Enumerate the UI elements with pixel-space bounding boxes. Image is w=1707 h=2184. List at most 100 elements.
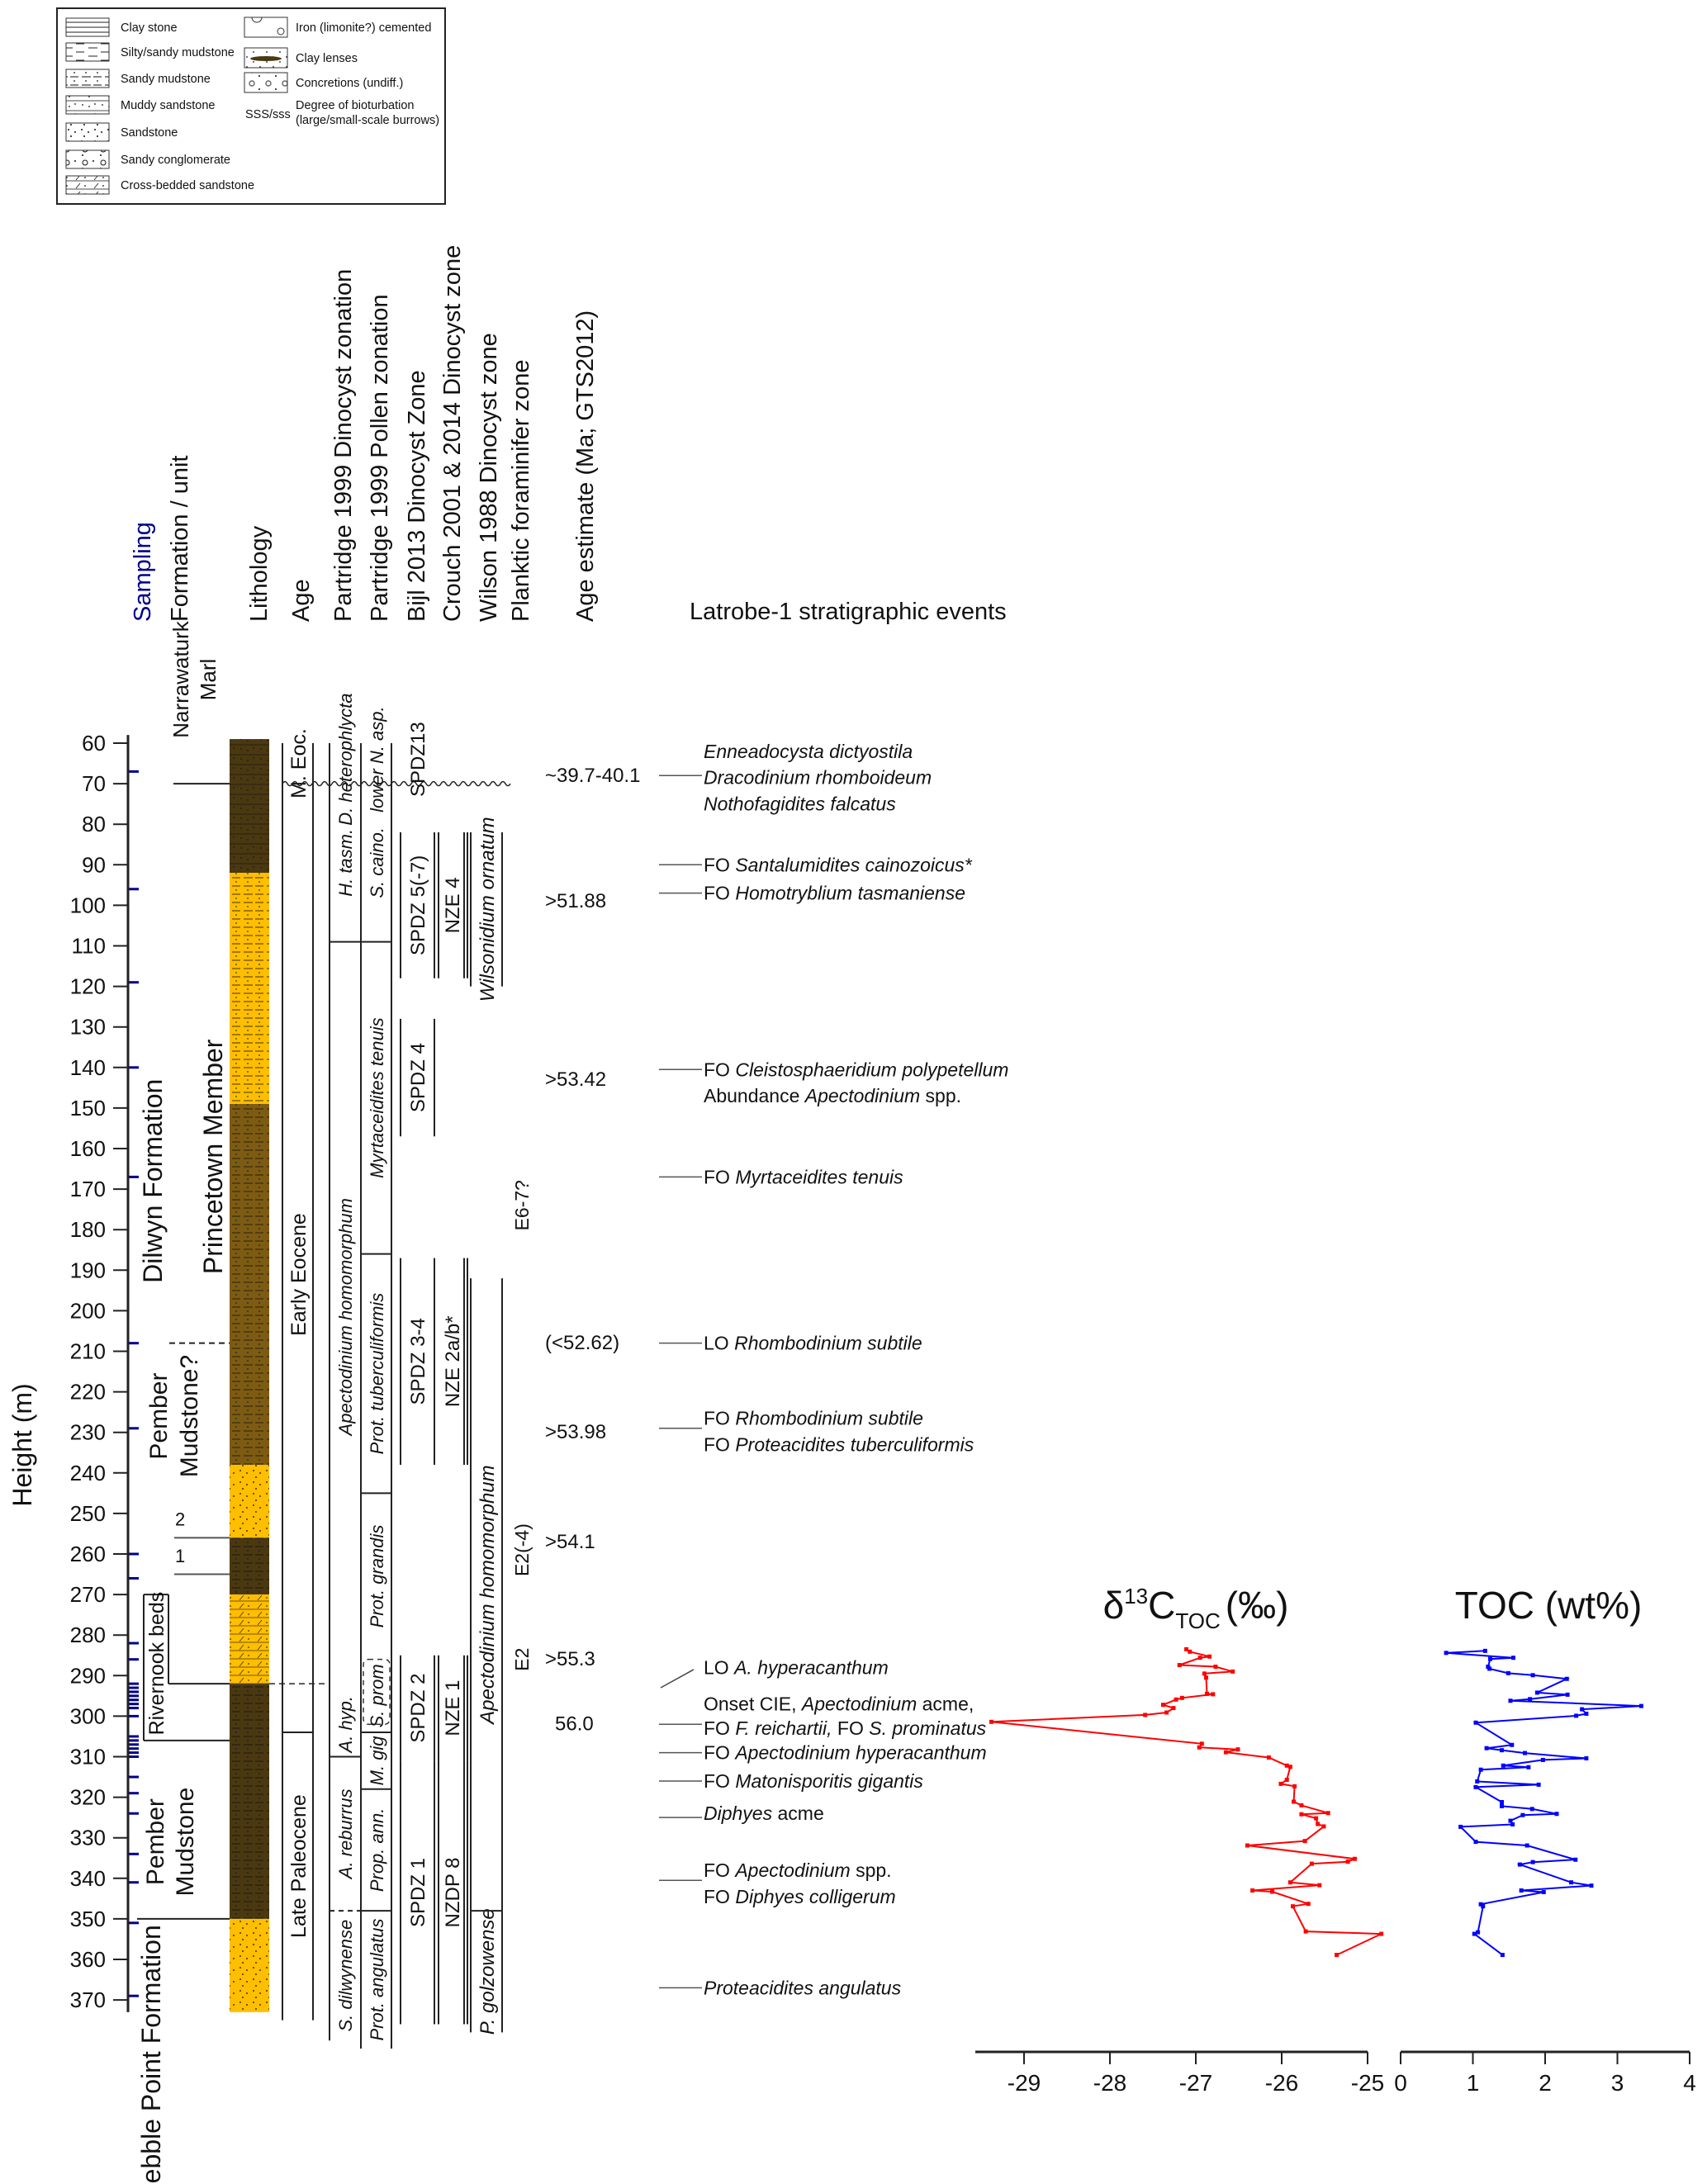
event-leader (660, 1669, 695, 1689)
partridge-pollen-zone: Prot. grandis (367, 1525, 387, 1628)
toc-x-tick-label: 4 (1683, 2070, 1696, 2096)
delta13c-data-point (1202, 1671, 1207, 1676)
toc-data-point (1473, 1720, 1478, 1725)
legend-item: Cross-bedded sandstone (65, 175, 254, 195)
depth-tick-label: 180 (70, 1217, 106, 1242)
depth-tick-label: 160 (70, 1136, 106, 1161)
legend-box (56, 7, 446, 205)
header-partridge-pollen: Partridge 1999 Pollen zonation (367, 294, 393, 622)
delta13c-data-point (1160, 1703, 1165, 1708)
delta13c-data-point (1314, 1816, 1319, 1821)
toc-data-point (1487, 1666, 1492, 1671)
bijl-zone-label: SPDZ 2 (407, 1674, 429, 1743)
toc-data-point (1569, 1880, 1573, 1885)
toc-data-point (1444, 1651, 1449, 1656)
depth-tick-label: 230 (70, 1420, 106, 1445)
delta13c-data-point (1325, 1811, 1330, 1816)
delta13c-data-point (1199, 1741, 1204, 1746)
delta13c-data-point (1266, 1755, 1271, 1760)
age-estimate: (<52.62) (545, 1332, 619, 1354)
toc-data-point (1520, 1812, 1525, 1817)
delta13c-data-point (1211, 1692, 1216, 1697)
event-text-segment: FO (704, 883, 735, 904)
lithology-pattern-sand (230, 1918, 269, 2012)
lithology-pattern-sandymud (230, 1684, 269, 1919)
depth-tick-label: 370 (70, 1987, 106, 2012)
partridge-dino-zone: A. hyp. (335, 1696, 356, 1754)
toc-x-tick-label: 3 (1611, 2070, 1624, 2096)
legend-label: Clay lenses (296, 52, 358, 65)
wilson-zone-label: Apectodinium homomorphum (477, 1465, 499, 1726)
depth-tick-label: 130 (70, 1015, 106, 1040)
legend-label: Sandy mudstone (121, 73, 211, 86)
toc-data-point (1500, 1748, 1504, 1753)
delta13c-data-point (1292, 1799, 1297, 1804)
event-text-segment: A. hyperacanthum (733, 1656, 889, 1678)
stratigraphic-event: Proteacidites angulatus (704, 1977, 902, 1998)
toc-data-point (1584, 1755, 1589, 1760)
delta13c-data-point (1188, 1649, 1193, 1654)
formation-pebble-point: Pebble Point Formation (136, 1925, 166, 2184)
depth-axis-label: Height (m) (7, 1383, 37, 1506)
header-events-title: Latrobe-1 stratigraphic events (690, 599, 1007, 625)
event-text-segment: spp. (851, 1859, 892, 1881)
delta13c-data-point (1352, 1856, 1357, 1861)
delta13c-data-point (1278, 1781, 1283, 1786)
delta13c-title: δ13CTOC (‰) (1103, 1584, 1289, 1633)
event-text-segment: FO (704, 1886, 735, 1907)
event-text-segment: FO (704, 1166, 735, 1187)
stratigraphic-event: FO F. reichartii, FO S. prominatus (704, 1717, 987, 1739)
s-prom-dashed-box (363, 1658, 391, 1725)
delta13c-data-point (1284, 1777, 1289, 1782)
event-text-segment: Apectodinium (804, 1085, 920, 1106)
partridge-dino-zone: D. heterophlycta (335, 694, 356, 826)
stratigraphic-event: FO Matonisporitis gigantis (704, 1770, 923, 1792)
stratigraphic-event: LO A. hyperacanthum (704, 1656, 889, 1678)
depth-tick-label: 360 (70, 1947, 106, 1972)
delta13c-data-point (1143, 1713, 1148, 1717)
lithology-pattern-sandymud (230, 1537, 269, 1595)
event-text-segment: acme, (917, 1694, 974, 1715)
stratigraphic-event: Enneadocysta dictyostila (704, 741, 913, 762)
bijl-zone-label: SPDZ 1 (407, 1858, 429, 1927)
partridge-pollen-zone: lower N. asp. (367, 706, 387, 812)
delta13c-data-point (1303, 1929, 1308, 1934)
toc-data-point (1565, 1692, 1570, 1697)
delta13c-data-point (1270, 1889, 1275, 1894)
legend-label: Iron (limonite?) cemented (296, 21, 431, 35)
toc-data-point (1574, 1713, 1579, 1718)
header-sampling: Sampling (130, 522, 156, 622)
depth-tick-label: 90 (82, 852, 106, 877)
legend-label: (large/small-scale burrows) (296, 114, 439, 127)
delta13c-data-point (1299, 1803, 1304, 1807)
formation-pember-upper: Pember (145, 1373, 173, 1460)
toc-data-point (1478, 1767, 1483, 1772)
formation-marl: Marl (196, 659, 220, 701)
toc-data-point (1580, 1707, 1585, 1712)
toc-data-point (1536, 1782, 1541, 1787)
depth-tick-label: 330 (70, 1826, 106, 1850)
formation-pember-lower: Mudstone (172, 1788, 199, 1897)
age-estimate: >53.42 (545, 1068, 606, 1091)
formation-pember-lower: Pember (142, 1798, 169, 1885)
delta13c-data-point (1287, 1765, 1292, 1769)
delta13c-data-point (1345, 1859, 1350, 1864)
event-text-segment: F. reichartii, (735, 1717, 832, 1739)
partridge-pollen-zone: Myrtaceidites tenuis (367, 1017, 387, 1177)
event-text-segment: FO (704, 1408, 735, 1429)
bijl-zone-label: SPDZ 5(-7) (407, 855, 429, 955)
delta13c-data-point (1287, 1880, 1292, 1885)
toc-data-point (1458, 1824, 1463, 1829)
depth-tick-label: 70 (82, 771, 106, 796)
delta13c-data-point (1197, 1745, 1202, 1750)
iron-nodule-icon (277, 27, 285, 36)
partridge-pollen-zone: S. caino. (367, 827, 387, 898)
delta13c-data-point (1184, 1646, 1189, 1651)
event-text-segment: LO (704, 1333, 734, 1354)
formation-dilwyn: Dilwyn Formation (138, 1079, 168, 1283)
delta13c-data-point (1250, 1888, 1255, 1893)
wilson-zone-label: Wilsonidium ornatum (477, 817, 499, 1002)
event-text-segment: Abundance (704, 1085, 805, 1106)
depth-tick-label: 270 (70, 1582, 106, 1607)
age-estimate: 56.0 (555, 1713, 594, 1736)
